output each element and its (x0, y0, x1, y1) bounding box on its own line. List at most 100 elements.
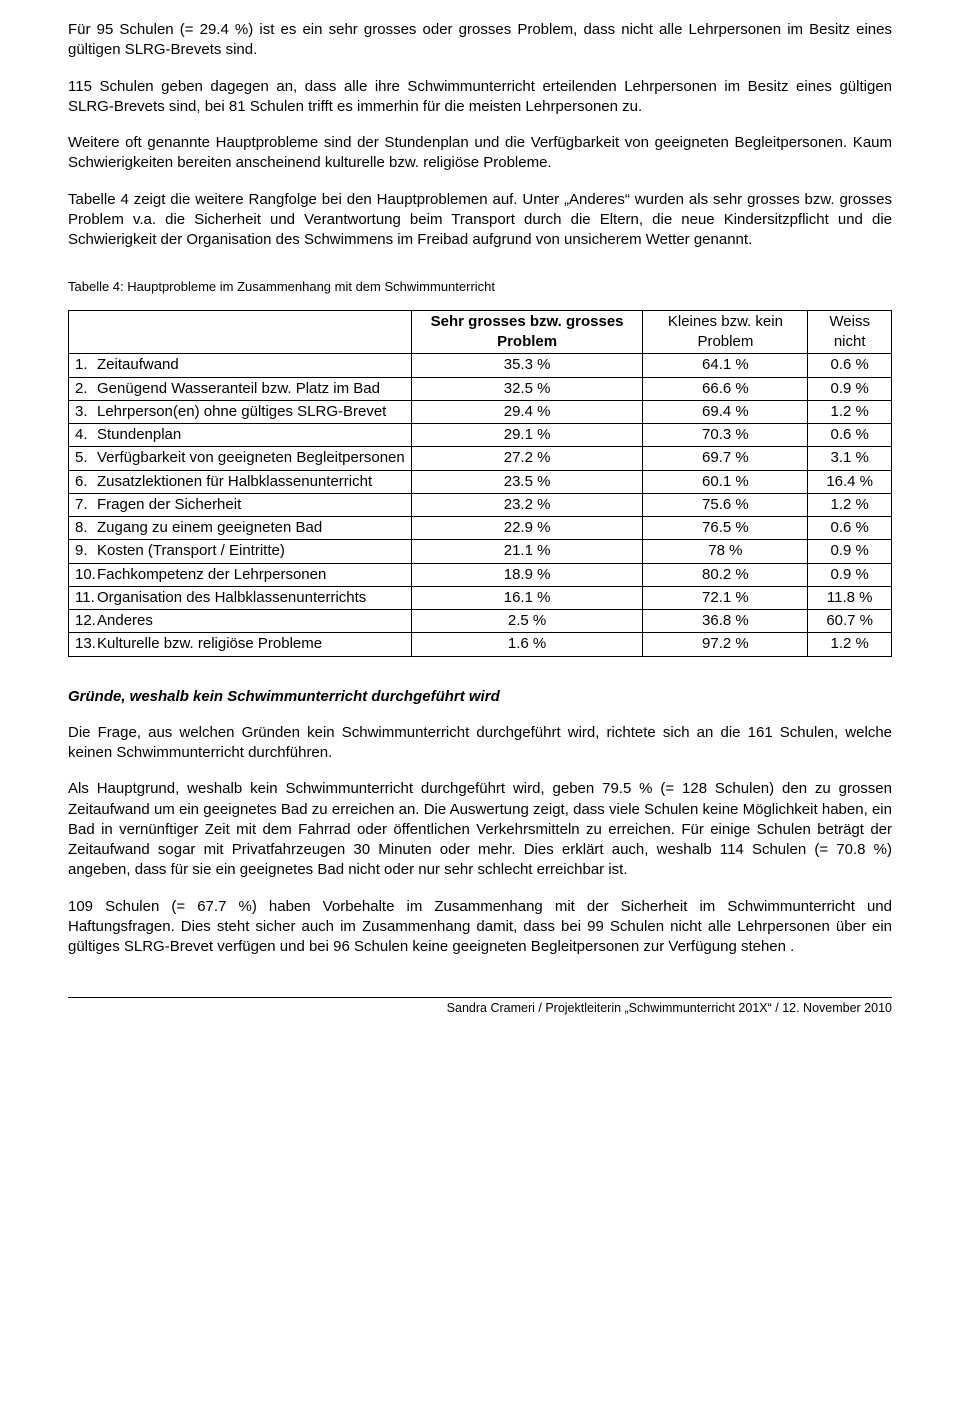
row-number: 2. (75, 379, 97, 399)
row-text: Organisation des Halbklassenunterrichts (97, 589, 366, 606)
paragraph-2: 115 Schulen geben dagegen an, dass alle … (68, 77, 892, 118)
row-label: 1.Zeitaufwand (69, 354, 412, 377)
row-number: 1. (75, 355, 97, 375)
table-row: 13.Kulturelle bzw. religiöse Probleme1.6… (69, 633, 892, 656)
paragraph-6: Als Hauptgrund, weshalb kein Schwimmunte… (68, 779, 892, 880)
cell-unknown: 0.9 % (808, 563, 892, 586)
cell-big-problem: 29.1 % (411, 424, 643, 447)
cell-unknown: 60.7 % (808, 610, 892, 633)
table-header-row: Sehr grosses bzw. grosses Problem Kleine… (69, 310, 892, 354)
table-row: 2.Genügend Wasseranteil bzw. Platz im Ba… (69, 377, 892, 400)
row-text: Kulturelle bzw. religiöse Probleme (97, 635, 322, 652)
paragraph-1: Für 95 Schulen (= 29.4 %) ist es ein seh… (68, 20, 892, 61)
cell-big-problem: 1.6 % (411, 633, 643, 656)
table-row: 4.Stundenplan29.1 %70.3 %0.6 % (69, 424, 892, 447)
row-number: 13. (75, 634, 97, 654)
row-label: 12.Anderes (69, 610, 412, 633)
row-text: Verfügbarkeit von geeigneten Begleitpers… (97, 449, 405, 466)
row-label: 10.Fachkompetenz der Lehrpersonen (69, 563, 412, 586)
cell-small-problem: 70.3 % (643, 424, 808, 447)
row-number: 5. (75, 448, 97, 468)
row-number: 7. (75, 495, 97, 515)
cell-small-problem: 66.6 % (643, 377, 808, 400)
paragraph-3: Weitere oft genannte Hauptprobleme sind … (68, 133, 892, 174)
table-row: 7.Fragen der Sicherheit 23.2 %75.6 %1.2 % (69, 493, 892, 516)
row-number: 10. (75, 565, 97, 585)
row-text: Zeitaufwand (97, 356, 179, 373)
cell-unknown: 3.1 % (808, 447, 892, 470)
cell-small-problem: 64.1 % (643, 354, 808, 377)
cell-big-problem: 35.3 % (411, 354, 643, 377)
cell-small-problem: 97.2 % (643, 633, 808, 656)
cell-unknown: 0.6 % (808, 354, 892, 377)
cell-small-problem: 69.7 % (643, 447, 808, 470)
row-label: 4.Stundenplan (69, 424, 412, 447)
cell-big-problem: 22.9 % (411, 517, 643, 540)
row-text: Zugang zu einem geeigneten Bad (97, 519, 322, 536)
row-number: 11. (75, 588, 97, 608)
row-text: Stundenplan (97, 426, 181, 443)
cell-small-problem: 36.8 % (643, 610, 808, 633)
row-number: 6. (75, 472, 97, 492)
table-caption: Tabelle 4: Hauptprobleme im Zusammenhang… (68, 278, 892, 296)
cell-small-problem: 72.1 % (643, 586, 808, 609)
row-text: Zusatzlektionen für Halbklassenunterrich… (97, 473, 372, 490)
row-label: 2.Genügend Wasseranteil bzw. Platz im Ba… (69, 377, 412, 400)
row-label: 6.Zusatzlektionen für Halbklassenunterri… (69, 470, 412, 493)
paragraph-5: Die Frage, aus welchen Gründen kein Schw… (68, 723, 892, 764)
row-label: 11.Organisation des Halbklassenunterrich… (69, 586, 412, 609)
problems-table: Sehr grosses bzw. grosses Problem Kleine… (68, 310, 892, 657)
cell-small-problem: 75.6 % (643, 493, 808, 516)
cell-big-problem: 21.1 % (411, 540, 643, 563)
row-label: 8.Zugang zu einem geeigneten Bad (69, 517, 412, 540)
row-text: Fragen der Sicherheit (97, 496, 241, 513)
cell-small-problem: 80.2 % (643, 563, 808, 586)
row-text: Anderes (97, 612, 153, 629)
row-label: 3.Lehrperson(en) ohne gültiges SLRG-Brev… (69, 400, 412, 423)
cell-big-problem: 2.5 % (411, 610, 643, 633)
header-col-3: Weiss nicht (808, 310, 892, 354)
cell-big-problem: 29.4 % (411, 400, 643, 423)
header-empty (69, 310, 412, 354)
row-text: Fachkompetenz der Lehrpersonen (97, 566, 326, 583)
cell-unknown: 0.6 % (808, 517, 892, 540)
table-row: 11.Organisation des Halbklassenunterrich… (69, 586, 892, 609)
cell-big-problem: 23.5 % (411, 470, 643, 493)
cell-small-problem: 76.5 % (643, 517, 808, 540)
table-row: 3.Lehrperson(en) ohne gültiges SLRG-Brev… (69, 400, 892, 423)
cell-big-problem: 23.2 % (411, 493, 643, 516)
cell-unknown: 16.4 % (808, 470, 892, 493)
table-row: 5.Verfügbarkeit von geeigneten Begleitpe… (69, 447, 892, 470)
cell-small-problem: 60.1 % (643, 470, 808, 493)
table-row: 6.Zusatzlektionen für Halbklassenunterri… (69, 470, 892, 493)
cell-unknown: 1.2 % (808, 633, 892, 656)
paragraph-4: Tabelle 4 zeigt die weitere Rangfolge be… (68, 190, 892, 251)
row-number: 4. (75, 425, 97, 445)
row-number: 9. (75, 541, 97, 561)
header-col-2: Kleines bzw. kein Problem (643, 310, 808, 354)
cell-unknown: 11.8 % (808, 586, 892, 609)
cell-unknown: 0.6 % (808, 424, 892, 447)
table-row: 9.Kosten (Transport / Eintritte)21.1 %78… (69, 540, 892, 563)
cell-big-problem: 18.9 % (411, 563, 643, 586)
row-text: Genügend Wasseranteil bzw. Platz im Bad (97, 380, 380, 397)
table-row: 12.Anderes2.5 %36.8 %60.7 % (69, 610, 892, 633)
cell-unknown: 0.9 % (808, 377, 892, 400)
cell-small-problem: 78 % (643, 540, 808, 563)
row-label: 13.Kulturelle bzw. religiöse Probleme (69, 633, 412, 656)
table-row: 8.Zugang zu einem geeigneten Bad22.9 %76… (69, 517, 892, 540)
row-number: 12. (75, 611, 97, 631)
subheading-reasons: Gründe, weshalb kein Schwimmunterricht d… (68, 687, 892, 707)
row-label: 9.Kosten (Transport / Eintritte) (69, 540, 412, 563)
row-text: Lehrperson(en) ohne gültiges SLRG-Brevet (97, 403, 386, 420)
cell-small-problem: 69.4 % (643, 400, 808, 423)
cell-unknown: 1.2 % (808, 493, 892, 516)
row-label: 5.Verfügbarkeit von geeigneten Begleitpe… (69, 447, 412, 470)
cell-big-problem: 27.2 % (411, 447, 643, 470)
cell-unknown: 0.9 % (808, 540, 892, 563)
paragraph-7: 109 Schulen (= 67.7 %) haben Vorbehalte … (68, 897, 892, 958)
cell-big-problem: 16.1 % (411, 586, 643, 609)
header-col-1: Sehr grosses bzw. grosses Problem (411, 310, 643, 354)
page-footer: Sandra Crameri / Projektleiterin „Schwim… (68, 997, 892, 1017)
cell-big-problem: 32.5 % (411, 377, 643, 400)
